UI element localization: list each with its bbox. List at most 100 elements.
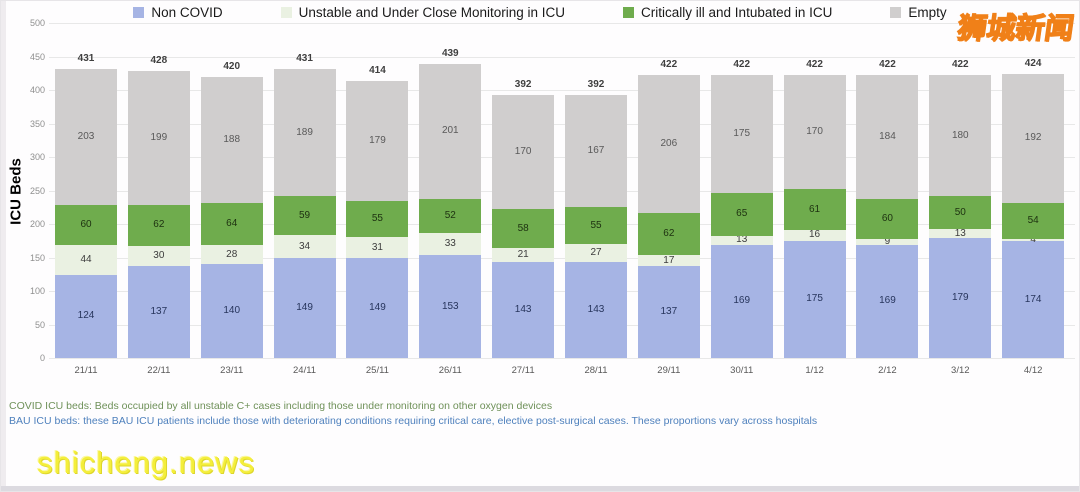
- bar-segment: [419, 63, 482, 199]
- bar-segment: [200, 264, 263, 358]
- bar-total-label: 439: [441, 47, 459, 59]
- bottom-edge-strip: [1, 486, 1079, 491]
- bar-segment: [200, 202, 263, 246]
- y-tick-label: 250: [29, 185, 45, 196]
- gridline: [49, 157, 1075, 158]
- bar-segment: [710, 244, 773, 358]
- bar-segment-label: 60: [80, 219, 92, 231]
- bar-segment-label: 203: [77, 131, 95, 143]
- legend-item-critical: Critically ill and Intubated in ICU: [623, 5, 832, 20]
- bar-total-label: 422: [879, 59, 896, 71]
- bar-segment: [856, 198, 919, 239]
- bar-segment-label: 137: [150, 306, 168, 318]
- bar-segment-label: 61: [809, 203, 821, 215]
- bar-segment: [492, 248, 555, 263]
- bar-segment-label: 188: [223, 133, 241, 145]
- legend-item-empty: Empty: [890, 5, 947, 20]
- bar-segment: [419, 255, 482, 358]
- y-tick-label: 0: [39, 353, 45, 363]
- bar-segment-label: 140: [223, 305, 241, 317]
- bar-segment: [565, 207, 627, 245]
- x-tick-label: 25/11: [365, 365, 389, 376]
- bar-segment-label: 27: [590, 247, 602, 259]
- bar-segment-label: 143: [514, 304, 532, 316]
- bar-segment-label: 175: [806, 293, 823, 305]
- legend-label: Unstable and Under Close Monitoring in I…: [298, 5, 566, 20]
- bar-total-label: 420: [223, 60, 241, 72]
- x-tick-label: 29/11: [657, 365, 681, 376]
- bar-segment-label: 33: [444, 238, 456, 250]
- bar-segment: [127, 71, 190, 205]
- bar-segment-label: 62: [663, 228, 675, 240]
- bar-segment: [346, 237, 409, 259]
- bar-total-label: 422: [733, 59, 751, 71]
- legend-item-unstable: Unstable and Under Close Monitoring in I…: [280, 5, 566, 20]
- bar-total-label: 428: [150, 55, 168, 67]
- bar-segment: [710, 75, 773, 193]
- bar-segment-label: 149: [296, 302, 313, 314]
- gridline: [49, 358, 1075, 359]
- bar-segment: [492, 95, 555, 210]
- bar-segment-label: 189: [296, 126, 313, 138]
- bar-segment-label: 59: [299, 209, 311, 221]
- legend-swatch-unstable: [280, 7, 292, 18]
- bar-segment-label: 167: [587, 145, 605, 157]
- bar-segment-label: 4: [1030, 234, 1036, 246]
- gridline: [49, 123, 1075, 125]
- legend-label: Critically ill and Intubated in ICU: [641, 5, 833, 20]
- bar-segment: [200, 245, 263, 265]
- footnote-bau-icu: BAU ICU beds: these BAU ICU patients inc…: [9, 415, 818, 427]
- bar-segment: [1002, 202, 1065, 239]
- bar-segment-label: 149: [369, 302, 386, 314]
- bar-segment-label: 206: [660, 138, 678, 150]
- legend-swatch-critical: [623, 7, 635, 18]
- bar-segment: [273, 258, 336, 358]
- y-tick-label: 350: [29, 118, 45, 129]
- bar-segment: [929, 238, 992, 358]
- y-tick-label: 400: [29, 85, 45, 95]
- x-tick-label: 24/11: [293, 365, 317, 376]
- bar-segment-label: 143: [587, 304, 605, 316]
- x-tick-label: 23/11: [220, 365, 244, 376]
- bar-segment: [929, 75, 992, 196]
- bar-segment: [419, 198, 482, 234]
- bar-segment: [637, 266, 700, 358]
- bar-segment-label: 58: [517, 222, 529, 234]
- bar-segment: [1002, 241, 1065, 358]
- bar-segment-label: 50: [954, 206, 966, 218]
- bar-segment: [565, 244, 627, 263]
- bar-segment-label: 13: [954, 227, 966, 239]
- bar-total-label: 424: [1024, 57, 1042, 69]
- x-tick-label: 3/12: [951, 365, 970, 376]
- bar-segment: [273, 69, 336, 196]
- bar-total-label: 422: [951, 59, 969, 71]
- bar-segment-label: 17: [663, 254, 675, 266]
- bar-total-label: 392: [587, 79, 605, 91]
- y-tick-label: 100: [29, 286, 45, 296]
- gridline: [49, 291, 1075, 292]
- bar-segment: [55, 274, 117, 358]
- bar-segment: [929, 229, 992, 239]
- bar-segment-label: 54: [1027, 214, 1039, 226]
- gridline: [49, 257, 1075, 259]
- bar-segment: [637, 254, 700, 267]
- bar-segment: [127, 246, 190, 267]
- bar-segment: [929, 195, 992, 230]
- legend-item-non-covid: Non COVID: [133, 5, 223, 20]
- bar-segment-label: 179: [369, 134, 386, 146]
- x-tick-label: 27/11: [511, 365, 535, 376]
- bar-segment-label: 9: [884, 235, 891, 247]
- y-tick-label: 300: [29, 152, 45, 162]
- x-tick-label: 30/11: [730, 365, 754, 376]
- bar-segment-label: 55: [371, 212, 383, 224]
- bar-segment-label: 169: [879, 295, 896, 307]
- bar-total-label: 431: [77, 53, 95, 65]
- bar-segment-label: 153: [441, 300, 459, 312]
- bar-segment: [783, 75, 846, 190]
- bar-segment: [565, 262, 627, 358]
- bar-segment-label: 65: [736, 208, 748, 220]
- bar-segment-label: 169: [733, 295, 751, 307]
- bar-segment-label: 55: [590, 219, 602, 231]
- gridline: [49, 56, 1075, 58]
- bar-segment: [127, 204, 190, 247]
